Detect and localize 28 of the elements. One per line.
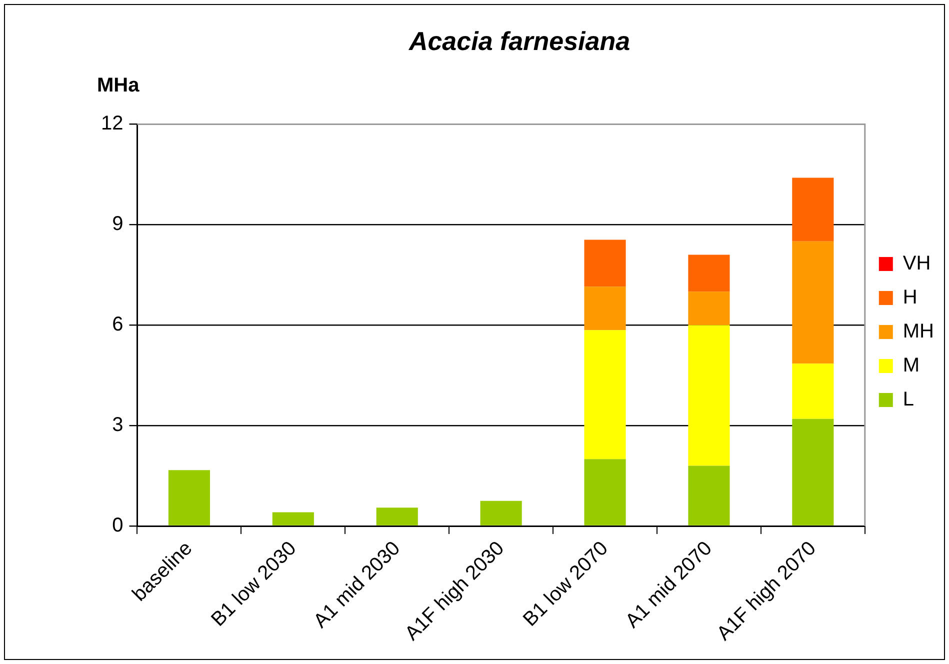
chart-title: Acacia farnesiana <box>408 26 630 56</box>
bar <box>584 459 626 526</box>
bar <box>272 512 314 526</box>
bar <box>688 325 730 466</box>
bar <box>688 254 730 292</box>
bar <box>792 418 834 526</box>
legend-label: VH <box>902 252 931 275</box>
y-tick-label: 6 <box>112 314 124 336</box>
bar <box>688 292 730 326</box>
y-tick-label: 9 <box>112 213 124 236</box>
legend-label: L <box>902 388 914 411</box>
bar <box>792 364 834 419</box>
bar <box>584 286 626 330</box>
bar <box>584 240 626 287</box>
bar <box>480 500 522 526</box>
legend-label: MH <box>902 320 934 343</box>
bar <box>792 178 834 242</box>
bar <box>688 466 730 526</box>
bar <box>376 508 418 526</box>
y-tick-label: 12 <box>100 112 124 135</box>
bar <box>584 330 626 460</box>
y-tick-label: 3 <box>112 414 124 436</box>
bar <box>168 470 210 526</box>
y-tick-label: 0 <box>112 514 124 537</box>
legend-label: H <box>902 286 918 309</box>
bar <box>792 241 834 364</box>
legend-label: M <box>902 354 920 377</box>
y-axis-title: MHa <box>97 74 140 97</box>
